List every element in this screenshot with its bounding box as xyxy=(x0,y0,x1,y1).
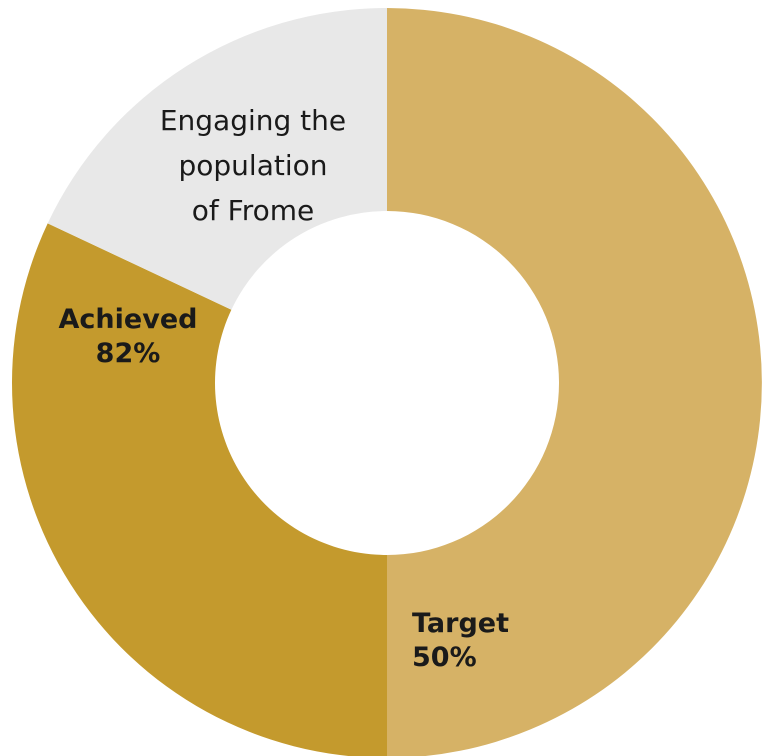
slice-target xyxy=(387,8,762,756)
center-label-line-3: of Frome xyxy=(191,194,315,227)
achieved-label-name: Achieved xyxy=(58,304,198,335)
slice-achieved xyxy=(12,223,387,756)
center-label-line-1: Engaging the xyxy=(159,104,347,137)
center-label-line-2: population xyxy=(178,149,328,182)
center-label: Engaging the population of Frome xyxy=(133,98,373,233)
achieved-slice-label: Achieved 82% xyxy=(30,303,226,371)
slice-remaining xyxy=(47,8,388,310)
achieved-label-value: 82% xyxy=(95,337,161,369)
target-label-name: Target xyxy=(412,608,510,639)
target-slice-label: Target 50% xyxy=(412,607,572,675)
target-label-value: 50% xyxy=(412,641,477,673)
